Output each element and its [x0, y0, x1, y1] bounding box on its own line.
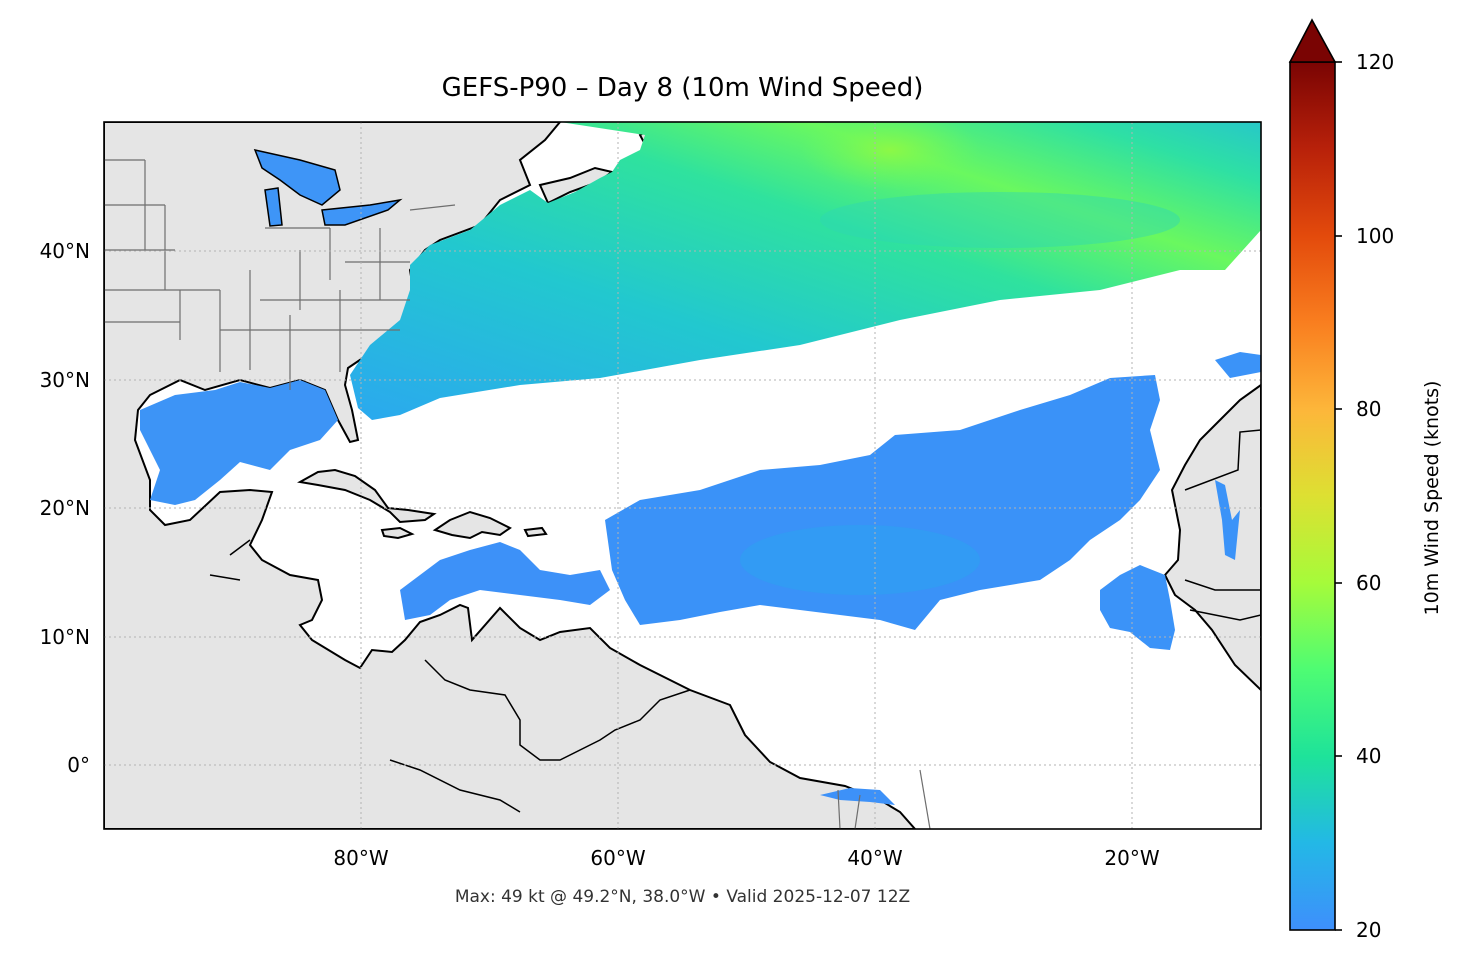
colorbar-gradient [1289, 61, 1336, 931]
island-cuba [297, 468, 437, 524]
island-jamaica [380, 526, 415, 540]
wind-patch-brazil [820, 788, 895, 805]
wind-patch-caribbean [400, 542, 610, 620]
colorbar-tick-60: 60 [1356, 571, 1382, 595]
colorbar-tick-20: 20 [1356, 918, 1382, 942]
colorbar-label: 10m Wind Speed (knots) [1421, 380, 1443, 616]
wind-band-north-atlantic [350, 122, 1261, 420]
state-borders [104, 159, 931, 829]
wind-patch-ne-atlantic-east [1215, 352, 1261, 378]
chart-title: GEFS-P90 – Day 8 (10m Wind Speed) [441, 73, 924, 103]
wind-max-peak [800, 122, 980, 190]
lon-tick-40w: 40°W [847, 846, 903, 870]
wind-band-gulf-of-mexico [140, 380, 338, 505]
lon-tick-20w: 20°W [1104, 846, 1160, 870]
country-borders [209, 429, 1261, 813]
lon-tick-80w: 80°W [333, 846, 389, 870]
land-africa [1163, 383, 1261, 692]
lat-tick-40n: 40°N [39, 239, 90, 263]
colorbar-tick-40: 40 [1356, 744, 1382, 768]
map-frame [103, 121, 1262, 830]
lon-tick-60w: 60°W [590, 846, 646, 870]
lat-tick-30n: 30°N [39, 368, 90, 392]
lat-tick-10n: 10°N [39, 625, 90, 649]
colorbar-tick-100: 100 [1356, 224, 1395, 248]
colorbar [1288, 18, 1342, 931]
wind-patch-cape-verde [1100, 565, 1175, 650]
colorbar-tick-80: 80 [1356, 397, 1382, 421]
wind-patch-mauritania [1215, 480, 1240, 560]
wind-texture-tropical [740, 525, 980, 595]
wind-texture [820, 192, 1180, 248]
lat-tick-0: 0° [67, 753, 90, 777]
lat-tick-20n: 20°N [39, 496, 90, 520]
great-lakes [253, 148, 403, 227]
island-puerto-rico [523, 526, 548, 538]
island-hispaniola [432, 510, 512, 540]
colorbar-ticks [1335, 61, 1342, 931]
colorbar-extend-arrow [1288, 18, 1337, 63]
max-valid-caption: Max: 49 kt @ 49.2°N, 38.0°W • Valid 2025… [454, 887, 911, 907]
colorbar-tick-120: 120 [1356, 50, 1395, 74]
